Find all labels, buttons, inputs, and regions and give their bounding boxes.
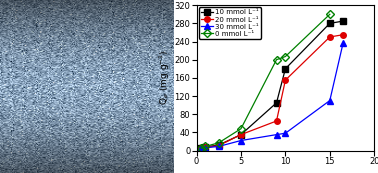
X-axis label: C$_e$ (mg L$^{-1}$): C$_e$ (mg L$^{-1}$) (259, 171, 312, 173)
0 mmol L⁻¹ (199, 147, 203, 149)
0 mmol L⁻¹ (239, 128, 243, 130)
30 mmol L⁻¹ (327, 99, 332, 102)
30 mmol L⁻¹ (341, 42, 345, 44)
Y-axis label: Q$_e$ (mg g$^{-1}$): Q$_e$ (mg g$^{-1}$) (157, 50, 172, 105)
10 mmol L⁻¹ (217, 144, 221, 146)
0 mmol L⁻¹ (203, 145, 208, 147)
0 mmol L⁻¹ (274, 59, 279, 61)
10 mmol L⁻¹ (274, 102, 279, 104)
Legend: 10 mmol L⁻¹, 20 mmol L⁻¹, 30 mmol L⁻¹, 0 mmol L⁻¹: 10 mmol L⁻¹, 20 mmol L⁻¹, 30 mmol L⁻¹, 0… (199, 7, 261, 39)
20 mmol L⁻¹ (327, 36, 332, 38)
30 mmol L⁻¹ (217, 145, 221, 147)
10 mmol L⁻¹ (203, 146, 208, 148)
20 mmol L⁻¹ (203, 146, 208, 148)
30 mmol L⁻¹ (203, 147, 208, 149)
10 mmol L⁻¹ (327, 22, 332, 24)
Line: 10 mmol L⁻¹: 10 mmol L⁻¹ (198, 18, 346, 151)
0 mmol L⁻¹ (327, 13, 332, 15)
30 mmol L⁻¹ (239, 139, 243, 142)
20 mmol L⁻¹ (217, 144, 221, 147)
30 mmol L⁻¹ (283, 132, 288, 134)
20 mmol L⁻¹ (283, 79, 288, 81)
Line: 30 mmol L⁻¹: 30 mmol L⁻¹ (198, 40, 346, 151)
10 mmol L⁻¹ (199, 147, 203, 149)
Line: 20 mmol L⁻¹: 20 mmol L⁻¹ (198, 32, 346, 151)
20 mmol L⁻¹ (199, 147, 203, 149)
30 mmol L⁻¹ (199, 147, 203, 149)
0 mmol L⁻¹ (283, 56, 288, 58)
0 mmol L⁻¹ (217, 142, 221, 144)
20 mmol L⁻¹ (239, 134, 243, 136)
10 mmol L⁻¹ (239, 134, 243, 136)
Line: 0 mmol L⁻¹: 0 mmol L⁻¹ (198, 11, 333, 151)
30 mmol L⁻¹ (274, 134, 279, 136)
20 mmol L⁻¹ (341, 34, 345, 36)
10 mmol L⁻¹ (283, 68, 288, 70)
20 mmol L⁻¹ (274, 120, 279, 122)
10 mmol L⁻¹ (341, 20, 345, 22)
